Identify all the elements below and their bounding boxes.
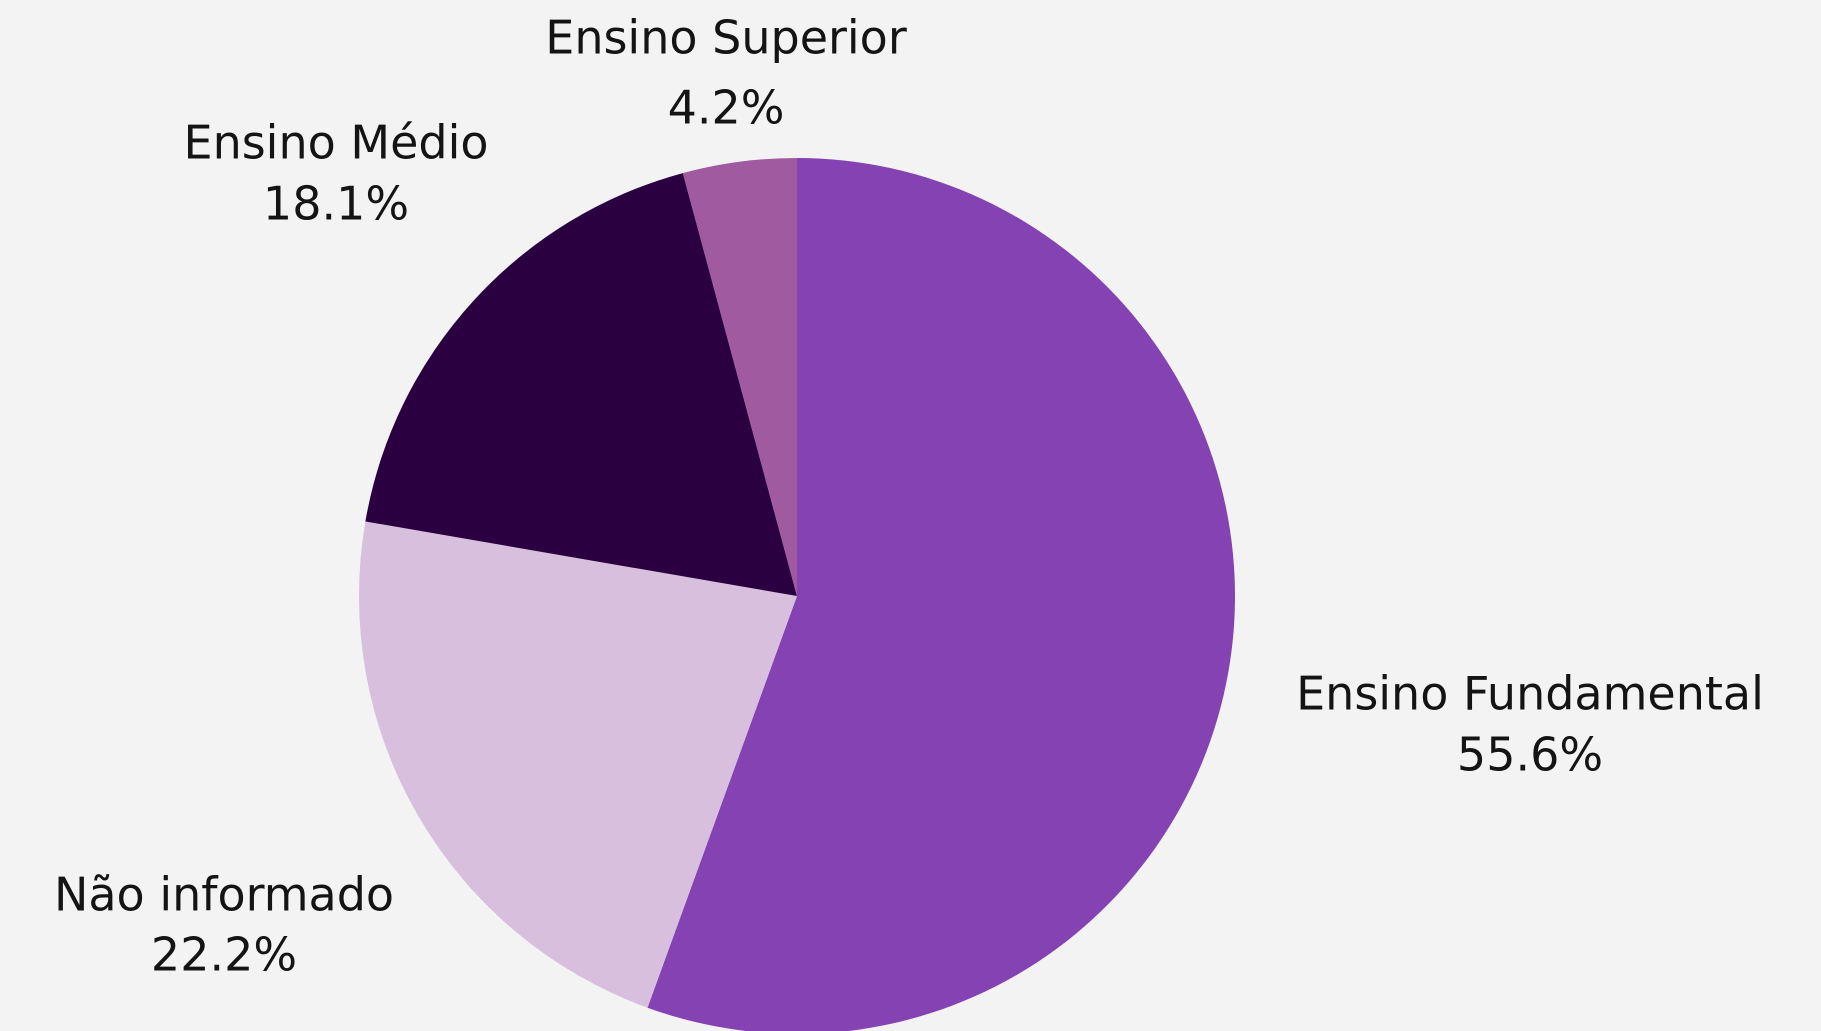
slice-label: Ensino Fundamental [1296,667,1764,721]
pie-slice [365,173,797,596]
pie-slice [647,158,1235,1031]
slice-value-label: 55.6% [1457,728,1603,782]
slice-label: Ensino Médio [184,116,489,170]
pie-slice [358,521,797,1008]
slice-value-label: 22.2% [151,928,297,982]
slice-label: Não informado [54,868,394,922]
slice-value-label: 18.1% [263,177,409,231]
slice-label: Ensino Superior [545,11,907,65]
pie-slice [682,158,797,596]
slice-value-label: 4.2% [668,81,785,135]
